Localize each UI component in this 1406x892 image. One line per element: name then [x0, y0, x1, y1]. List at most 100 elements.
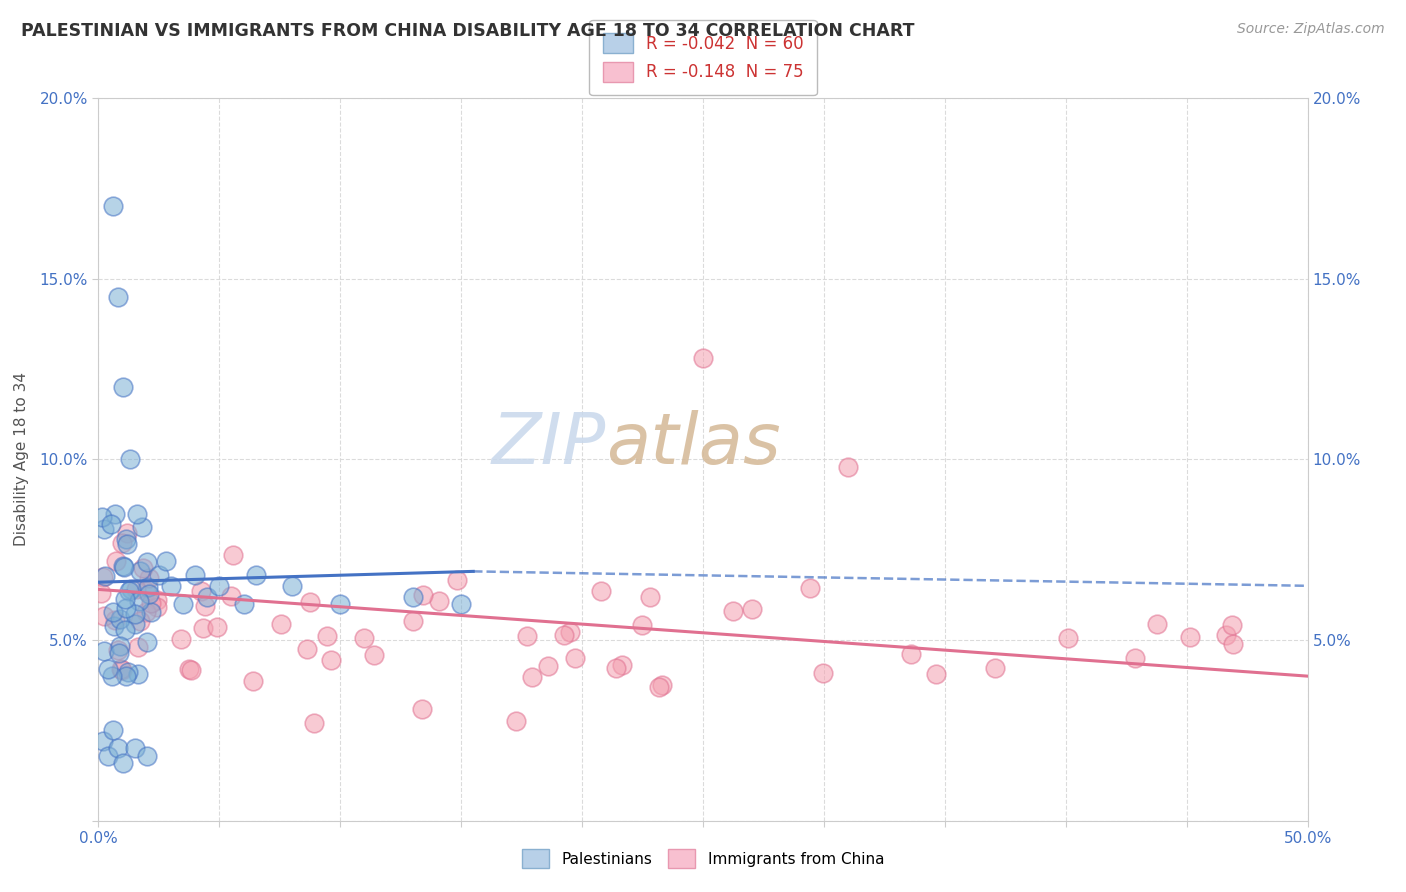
- Point: [135, 583, 157, 598]
- Point: [129, 614, 152, 628]
- Point: [103, 619, 125, 633]
- Point: [101, 723, 124, 738]
- Point: [329, 597, 352, 611]
- Point: [108, 611, 131, 625]
- Point: [93, 644, 115, 658]
- Point: [741, 602, 763, 616]
- Point: [605, 661, 627, 675]
- Point: [205, 620, 228, 634]
- Point: [107, 643, 129, 657]
- Point: [172, 597, 194, 611]
- Text: PALESTINIAN VS IMMIGRANTS FROM CHINA DISABILITY AGE 18 TO 34 CORRELATION CHART: PALESTINIAN VS IMMIGRANTS FROM CHINA DIS…: [21, 22, 914, 40]
- Point: [97, 748, 120, 763]
- Point: [427, 594, 450, 608]
- Point: [93, 569, 115, 583]
- Point: [721, 604, 744, 618]
- Legend: Palestinians, Immigrants from China: Palestinians, Immigrants from China: [515, 841, 891, 875]
- Point: [114, 591, 136, 606]
- Text: Source: ZipAtlas.com: Source: ZipAtlas.com: [1237, 22, 1385, 37]
- Point: [107, 741, 129, 756]
- Point: [402, 614, 425, 628]
- Point: [402, 590, 425, 604]
- Point: [97, 662, 120, 676]
- Point: [925, 667, 948, 681]
- Point: [295, 641, 318, 656]
- Point: [93, 522, 115, 536]
- Point: [118, 583, 141, 598]
- Point: [232, 597, 254, 611]
- Point: [111, 663, 134, 677]
- Point: [111, 756, 134, 770]
- Point: [537, 659, 560, 673]
- Legend: R = -0.042  N = 60, R = -0.148  N = 75: R = -0.042 N = 60, R = -0.148 N = 75: [589, 20, 817, 95]
- Point: [111, 535, 134, 549]
- Point: [811, 665, 834, 680]
- Point: [127, 640, 149, 654]
- Point: [136, 555, 159, 569]
- Point: [638, 590, 661, 604]
- Text: ZIP: ZIP: [492, 410, 606, 479]
- Point: [111, 380, 134, 394]
- Point: [195, 590, 218, 604]
- Point: [108, 646, 131, 660]
- Point: [412, 588, 434, 602]
- Point: [316, 629, 339, 643]
- Point: [114, 600, 136, 615]
- Point: [651, 677, 673, 691]
- Point: [160, 579, 183, 593]
- Text: atlas: atlas: [606, 410, 780, 479]
- Point: [319, 653, 342, 667]
- Point: [115, 532, 138, 546]
- Point: [1222, 637, 1244, 651]
- Point: [591, 584, 613, 599]
- Point: [242, 673, 264, 688]
- Point: [191, 621, 214, 635]
- Point: [194, 599, 217, 613]
- Point: [136, 580, 159, 594]
- Point: [222, 548, 245, 562]
- Point: [101, 605, 124, 619]
- Point: [139, 595, 162, 609]
- Point: [190, 584, 212, 599]
- Point: [117, 536, 139, 550]
- Point: [446, 573, 468, 587]
- Point: [138, 571, 160, 585]
- Point: [135, 605, 157, 619]
- Point: [1146, 617, 1168, 632]
- Point: [1123, 651, 1146, 665]
- Point: [837, 459, 859, 474]
- Point: [104, 507, 127, 521]
- Point: [184, 568, 207, 582]
- Point: [127, 507, 149, 521]
- Point: [124, 607, 146, 621]
- Point: [100, 517, 122, 532]
- Point: [127, 667, 149, 681]
- Point: [900, 648, 922, 662]
- Point: [631, 618, 654, 632]
- Point: [107, 290, 129, 304]
- Point: [208, 579, 231, 593]
- Point: [104, 553, 127, 567]
- Point: [298, 595, 321, 609]
- Point: [120, 582, 142, 597]
- Point: [112, 560, 135, 574]
- Point: [125, 582, 148, 597]
- Point: [101, 199, 124, 213]
- Point: [648, 680, 671, 694]
- Point: [115, 669, 138, 683]
- Point: [450, 597, 472, 611]
- Point: [129, 564, 152, 578]
- Point: [1178, 630, 1201, 644]
- Point: [135, 748, 157, 763]
- Point: [245, 568, 267, 582]
- Point: [148, 568, 170, 582]
- Point: [139, 606, 162, 620]
- Point: [91, 734, 114, 748]
- Point: [136, 635, 159, 649]
- Point: [131, 520, 153, 534]
- Point: [117, 665, 139, 679]
- Y-axis label: Disability Age 18 to 34: Disability Age 18 to 34: [14, 372, 28, 547]
- Point: [132, 561, 155, 575]
- Point: [124, 741, 146, 756]
- Point: [219, 589, 242, 603]
